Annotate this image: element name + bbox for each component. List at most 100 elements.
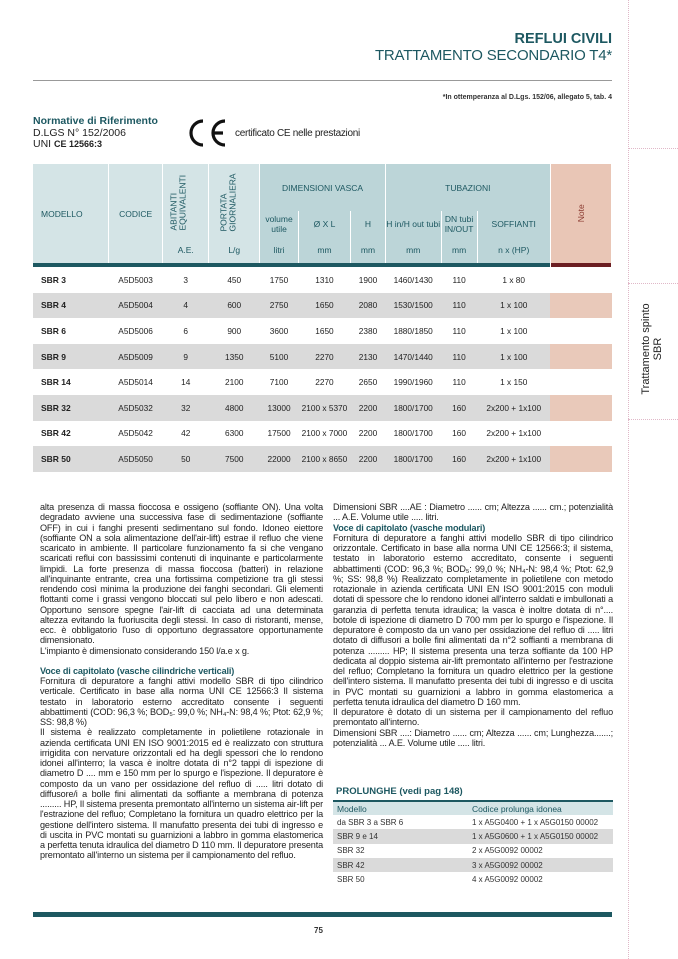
side-tab-label: Trattamento spinto SBR bbox=[640, 303, 664, 395]
table-cell: 1880/1850 bbox=[393, 325, 433, 336]
table-cell: 2200 bbox=[358, 428, 378, 439]
page-number: 75 bbox=[314, 926, 323, 935]
unit-label: mm bbox=[385, 237, 442, 263]
normative-code: CE 12566:3 bbox=[54, 139, 103, 149]
table-cell: 2750 bbox=[259, 292, 299, 319]
unit-label: mm bbox=[350, 237, 386, 263]
table-row: da SBR 3 a SBR 6 1 x A5G0400 + 1 x A5G015… bbox=[333, 815, 613, 829]
note-cell bbox=[550, 446, 612, 472]
table-cell: 2270 bbox=[298, 343, 351, 370]
footer-bar bbox=[33, 912, 612, 917]
header-divider bbox=[33, 80, 612, 81]
table-cell: 4800 bbox=[208, 394, 260, 421]
table-cell: 42 bbox=[181, 428, 191, 439]
side-divider bbox=[628, 148, 678, 149]
section-category: REFLUI CIVILI bbox=[514, 31, 612, 47]
table-cell: 2270 bbox=[315, 377, 334, 388]
table-row: SBR 32 2 x A5G0092 00002 bbox=[333, 844, 613, 858]
col-header-hin: H in/H out tubi bbox=[385, 211, 442, 237]
table-cell: 1310 bbox=[315, 274, 334, 285]
table-row: SBR 4 A5D5004 4 600 2750 1650 2080 1530/1500 110… bbox=[33, 292, 612, 319]
table-cell: 110 bbox=[452, 325, 466, 336]
table-cell: 2200 bbox=[350, 394, 386, 421]
footnote: *In ottemperanza al D.Lgs. 152/06, alleg… bbox=[442, 94, 612, 101]
left-column: alta presenza di massa fioccosa e ossige… bbox=[40, 502, 323, 861]
model-cell: SBR 42 bbox=[41, 428, 71, 439]
table-cell: 2380 bbox=[358, 325, 378, 336]
table-cell: 4 bbox=[162, 292, 209, 319]
table-cell: 1530/1500 bbox=[385, 292, 442, 319]
col-header-modello: Modello bbox=[333, 800, 468, 815]
paragraph: Fornitura di depuratore a fanghi attivi … bbox=[333, 532, 613, 707]
table-cell: 6300 bbox=[225, 428, 244, 439]
table-cell: 1650 bbox=[315, 325, 334, 336]
table-cell: 1800/1700 bbox=[385, 394, 442, 421]
table-cell: A5D5009 bbox=[108, 343, 163, 370]
col-header-volume: volume utile bbox=[259, 211, 299, 237]
table-row: SBR 32 A5D5032 32 4800 13000 2100 x 5370 2200 1… bbox=[33, 394, 612, 421]
table-cell: 1800/1700 bbox=[393, 428, 433, 439]
table-cell: 13000 bbox=[259, 394, 299, 421]
paragraph: Il depuratore è dotato di un sistema per… bbox=[333, 707, 613, 728]
unit-label: L/g bbox=[208, 237, 261, 263]
normative-line: UNI bbox=[33, 138, 52, 150]
right-column: Dimensioni SBR ....AE : Diametro ...... … bbox=[333, 502, 613, 748]
table-cell: 160 bbox=[441, 446, 478, 472]
table-row: SBR 9 A5D5009 9 1350 5100 2270 2130 1470/1440 11… bbox=[33, 343, 612, 370]
section-heading: Voce di capitolato (vasche cilindriche v… bbox=[40, 665, 235, 676]
table-row: SBR 42 A5D5042 42 6300 17500 2100 x 7000 2200 1… bbox=[33, 421, 612, 447]
unit-label: n x (HP) bbox=[477, 237, 551, 263]
unit-label: mm bbox=[298, 237, 352, 263]
table-cell: 2 x A5G0092 00002 bbox=[472, 846, 543, 856]
col-header-h: H bbox=[350, 211, 386, 237]
table-cell: 1900 bbox=[358, 274, 378, 285]
prolunghe-heading: PROLUNGHE (vedi pag 148) bbox=[336, 786, 463, 797]
table-cell: 2100 x 7000 bbox=[301, 428, 348, 439]
table-cell: 2200 bbox=[350, 446, 386, 472]
model-cell: SBR 6 bbox=[41, 325, 67, 336]
table-cell: 2130 bbox=[350, 343, 386, 370]
model-cell: SBR 4 bbox=[33, 292, 109, 319]
table-cell: 1 x 80 bbox=[502, 274, 526, 285]
note-cell bbox=[550, 369, 611, 395]
table-cell: 2x200 + 1x100 bbox=[477, 394, 551, 421]
table-cell: SBR 9 e 14 bbox=[333, 829, 468, 844]
paragraph: Dimensioni SBR ....: Diametro ...... cm;… bbox=[333, 727, 613, 748]
table-cell: 1 x 100 bbox=[477, 343, 551, 370]
table-row: SBR 50 4 x A5G0092 00002 bbox=[333, 872, 613, 886]
table-cell: A5D5006 bbox=[118, 325, 153, 336]
ce-mark-icon bbox=[189, 119, 226, 147]
table-cell: 5100 bbox=[259, 343, 299, 370]
table-row: SBR 42 3 x A5G0092 00002 bbox=[333, 857, 613, 873]
table-cell: 1 x 100 bbox=[500, 325, 528, 336]
table-cell: 2100 bbox=[225, 377, 244, 388]
ce-certification-text: certificato CE nelle prestazioni bbox=[235, 128, 360, 139]
table-cell: A5D5050 bbox=[108, 446, 163, 472]
col-group-tubazioni: TUBAZIONI bbox=[385, 164, 551, 211]
table-cell: 1650 bbox=[298, 292, 351, 319]
table-cell: 14 bbox=[181, 377, 191, 388]
model-cell: SBR 50 bbox=[33, 446, 109, 472]
table-cell: 1350 bbox=[208, 343, 260, 370]
unit-label: mm bbox=[441, 237, 478, 263]
col-header-codice-prolunga: Codice prolunga idonea bbox=[468, 800, 613, 815]
side-divider bbox=[628, 283, 678, 284]
table-cell: 1750 bbox=[269, 274, 289, 285]
table-cell: 450 bbox=[227, 274, 242, 285]
table-cell: 110 bbox=[452, 274, 466, 285]
table-cell: 110 bbox=[452, 377, 466, 388]
table-cell: 1 x 150 bbox=[500, 377, 528, 388]
table-cell: A5D5003 bbox=[118, 274, 153, 285]
unit-label: A.E. bbox=[162, 237, 210, 263]
normative-heading: Normative di Riferimento bbox=[33, 115, 158, 127]
table-cell: 600 bbox=[208, 292, 260, 319]
table-cell: 4 x A5G0092 00002 bbox=[472, 874, 543, 884]
model-cell: SBR 3 bbox=[41, 274, 67, 285]
col-header-oxl: Ø X L bbox=[298, 211, 352, 237]
side-divider bbox=[628, 419, 678, 420]
table-cell: SBR 32 bbox=[337, 846, 365, 856]
table-cell: SBR 50 bbox=[337, 874, 365, 884]
table-cell: A5D5014 bbox=[118, 377, 153, 388]
table-cell: 7500 bbox=[208, 446, 260, 472]
prolunghe-table: Modello Codice prolunga idonea da SBR 3 a… bbox=[333, 800, 613, 886]
